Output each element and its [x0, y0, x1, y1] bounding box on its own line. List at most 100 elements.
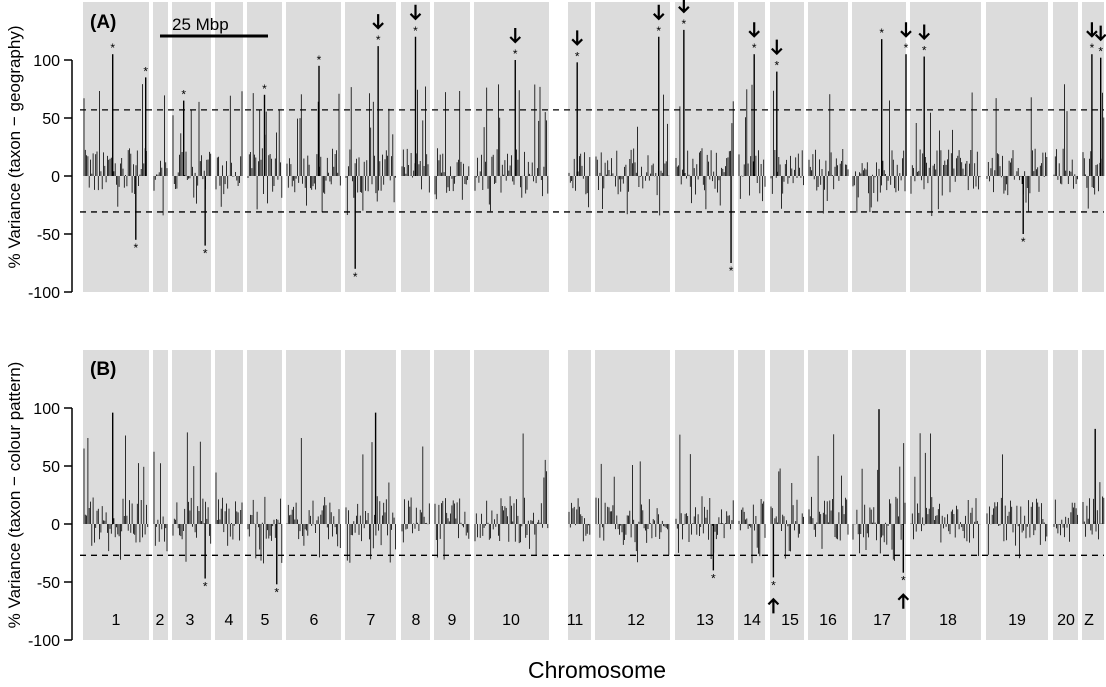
chromosome-label: Z [1084, 612, 1094, 629]
chromosome-band-Z [1082, 2, 1104, 292]
chromosome-band-18 [910, 2, 981, 292]
chromosome-band-10 [474, 2, 549, 292]
panel-a: -100 -50 0 50 100 % Variance (taxon − geograp… [5, 0, 1106, 302]
chromosome-band-16 [808, 2, 848, 292]
scale-bar: 25 Mbp [160, 15, 268, 38]
chromosome-band-9 [434, 350, 470, 640]
scale-bar-label: 25 Mbp [172, 15, 229, 34]
panel-label: (A) [90, 12, 116, 33]
chromosome-band-7 [345, 350, 396, 640]
panel-label: (B) [90, 359, 116, 380]
significance-star: * [922, 44, 927, 58]
significance-star: * [274, 585, 279, 599]
chromosome-band-9 [434, 2, 470, 292]
peaks: * * * * * [111, 409, 1096, 614]
chromosome-band-11 [568, 2, 591, 292]
chromosome-band-4 [215, 2, 243, 292]
chromosome-label: 19 [1008, 612, 1026, 629]
variance-signal [83, 432, 1105, 564]
chromosome-band-6 [286, 350, 341, 640]
chromosome-band-19 [986, 2, 1048, 292]
chromosome-label: 2 [156, 612, 165, 629]
y-tick-label: 50 [42, 459, 60, 476]
significance-star: * [729, 264, 734, 278]
significance-star: * [879, 26, 884, 40]
peaks: * * * * * * * * * * * * * * * * * * * * * * * [110, 0, 1106, 284]
chromosome-band-16 [808, 350, 848, 640]
significance-star: * [752, 41, 757, 55]
y-tick-label: -50 [37, 575, 60, 592]
arrow-icon [748, 22, 760, 38]
y-tick-label: 100 [33, 401, 60, 418]
significance-star: * [1021, 235, 1026, 249]
chromosome-band-13 [675, 350, 734, 640]
chromosome-band-10 [474, 350, 549, 640]
chromosome-band-2 [153, 2, 168, 292]
significance-star: * [143, 64, 148, 78]
y-tick-label: -50 [37, 227, 60, 244]
chromosome-band-15 [770, 350, 804, 640]
significance-star: * [203, 580, 208, 594]
y-tick-label: 50 [42, 111, 60, 128]
chromosome-band-18 [910, 350, 981, 640]
significance-star: * [682, 17, 687, 31]
arrow-icon [571, 30, 583, 46]
significance-star: * [353, 270, 358, 284]
chromosome-label: 12 [627, 612, 645, 629]
chromosome-label: 15 [781, 612, 799, 629]
significance-star: * [711, 571, 716, 585]
significance-star: * [656, 24, 661, 38]
y-tick-label: 100 [33, 53, 60, 70]
arrow-icon [509, 28, 522, 44]
chromosome-label: 20 [1057, 612, 1075, 629]
significance-star: * [181, 88, 186, 102]
significance-star: * [376, 33, 381, 47]
chromosome-label: 3 [186, 612, 195, 629]
significance-star: * [413, 24, 418, 38]
significance-star: * [262, 82, 267, 96]
arrow-icon [409, 4, 422, 21]
chromosome-band-1 [83, 350, 149, 640]
chromosome-label: 5 [261, 612, 270, 629]
chromosome-label: 16 [819, 612, 837, 629]
significance-star: * [1090, 41, 1095, 55]
chromosome-band-19 [986, 350, 1048, 640]
arrow-icon [372, 14, 384, 30]
significance-star: * [575, 49, 580, 63]
chromosome-band-Z [1082, 350, 1104, 640]
y-tick-label: 0 [51, 517, 60, 534]
variance-signal [83, 84, 1105, 216]
chromosome-band-14 [738, 2, 765, 292]
chromosome-band-3 [172, 350, 211, 640]
chromosome-band-1 [83, 2, 149, 292]
significance-star: * [771, 578, 776, 592]
chromosome-label: 11 [567, 612, 584, 629]
significance-star: * [901, 574, 906, 588]
arrow-icon [900, 22, 912, 38]
y-axis: -100 -50 0 50 100 [28, 401, 73, 650]
chromosome-band-5 [247, 350, 282, 640]
y-axis-title: % Variance (taxon − colour pattern) [5, 362, 24, 629]
y-axis-title: % Variance (taxon − geography) [5, 25, 24, 268]
chromosome-band-14 [738, 350, 765, 640]
chromosome-band-13 [675, 2, 734, 292]
chromosome-band-8 [401, 350, 430, 640]
arrow-icon [1094, 25, 1106, 42]
arrow-icon [918, 24, 930, 41]
arrow-icon [652, 4, 665, 21]
chromosome-band-15 [770, 2, 804, 292]
chromosome-label: 9 [448, 612, 457, 629]
chromosome-band-11 [568, 350, 591, 640]
significance-star: * [133, 241, 138, 255]
chromosome-band-20 [1053, 2, 1078, 292]
y-tick-label: -100 [28, 285, 60, 302]
chromosome-band-4 [215, 350, 243, 640]
arrow-icon [771, 39, 783, 56]
chromosome-label: 1 [112, 612, 121, 629]
arrow-icon [678, 0, 690, 14]
chromosome-band-6 [286, 2, 341, 292]
chromosome-label: 18 [939, 612, 957, 629]
chromosome-band-12 [595, 2, 670, 292]
significance-star: * [317, 53, 322, 67]
